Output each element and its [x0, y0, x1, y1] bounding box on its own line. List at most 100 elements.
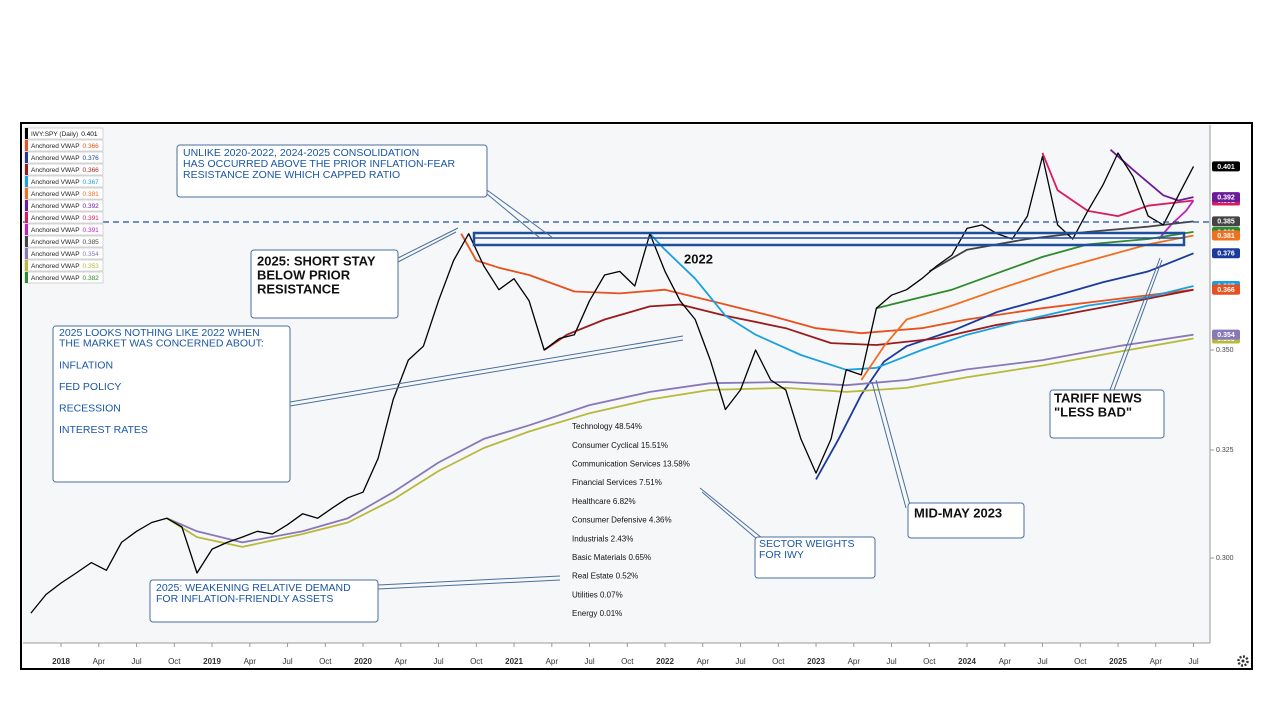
pointer	[397, 227, 459, 259]
vwap-line	[860, 234, 1194, 381]
legend-value: 0.391	[83, 227, 100, 234]
value-badge	[1212, 161, 1240, 172]
x-tick-label: Apr	[999, 657, 1012, 666]
x-tick-label: 2018	[52, 657, 70, 666]
annotation-text: MID-MAY 2023	[914, 505, 1002, 520]
x-tick-label: Oct	[772, 657, 785, 666]
legend-entry: Anchored VWAP 0.366	[31, 167, 99, 174]
value-badge	[1212, 248, 1240, 259]
legend-entry: Anchored VWAP 0.382	[31, 275, 99, 282]
legend-value: 0.354	[83, 251, 100, 258]
settings-icon[interactable]	[1237, 655, 1249, 667]
annotation-box	[754, 536, 876, 579]
legend-name: Anchored VWAP	[31, 239, 80, 246]
x-tick-label: Jul	[584, 657, 594, 666]
value-badge-label: 0.381	[1217, 233, 1235, 240]
vwap-line	[166, 337, 1194, 548]
x-tick-label: Jul	[886, 657, 896, 666]
sector-weight: Consumer Cyclical 15.51%	[572, 441, 668, 450]
x-tick-label: 2019	[203, 657, 221, 666]
y-tick-label: 0.325	[1216, 447, 1234, 454]
legend-name: Anchored VWAP	[31, 215, 80, 222]
sector-weight: Communication Services 13.58%	[572, 460, 690, 469]
legend-value: 0.391	[83, 215, 100, 222]
annotation-box	[907, 502, 1025, 539]
value-badge	[1212, 192, 1240, 203]
vwap-line	[543, 288, 1194, 351]
vwap-line	[649, 233, 1194, 371]
annotation-text: INTEREST RATES	[59, 424, 148, 436]
price-line	[30, 152, 1195, 614]
value-badge	[1212, 284, 1240, 295]
pointer	[1109, 257, 1161, 391]
legend-swatch	[25, 248, 28, 259]
pointer	[289, 339, 684, 407]
annotation-text: FOR INFLATION-FRIENDLY ASSETS	[156, 593, 333, 605]
x-tick-label: Jul	[1037, 657, 1047, 666]
legend-swatch	[25, 152, 28, 163]
x-tick-label: Jul	[131, 657, 141, 666]
legend-value: 0.381	[83, 191, 100, 198]
annotation-box	[52, 325, 291, 483]
x-tick-label: Apr	[697, 657, 710, 666]
legend-name: Anchored VWAP	[31, 179, 80, 186]
vwap-line	[815, 252, 1194, 480]
x-tick-label: Oct	[470, 657, 483, 666]
vwap-line	[1109, 149, 1194, 202]
layers	[30, 149, 1214, 647]
legend-entry: Anchored VWAP 0.376	[31, 155, 99, 162]
legend-swatch	[25, 212, 28, 223]
x-tick-label: Jul	[433, 657, 443, 666]
legend-swatch	[25, 260, 28, 271]
sector-weight: Technology 48.54%	[572, 422, 642, 431]
x-tick-label: Jul	[735, 657, 745, 666]
value-badge-label: 0.401	[1217, 164, 1235, 171]
legend-swatch	[25, 188, 28, 199]
pointer	[289, 335, 684, 403]
x-tick-label: Jul	[1188, 657, 1198, 666]
annotation-text: HAS OCCURRED ABOVE THE PRIOR INFLATION-F…	[183, 158, 455, 170]
legend-name: Anchored VWAP	[31, 167, 80, 174]
legend-entry: Anchored VWAP 0.354	[31, 251, 99, 258]
value-badge-label: 0.366	[1217, 287, 1235, 294]
annotation-text: INFLATION	[59, 359, 113, 371]
sector-weight: Utilities 0.07%	[572, 590, 623, 599]
x-tick-label: 2022	[656, 657, 674, 666]
annotation-box	[1049, 389, 1165, 439]
x-tick-label: 2020	[354, 657, 372, 666]
legend-entry: Anchored VWAP 0.381	[31, 191, 99, 198]
legend-name: Anchored VWAP	[31, 263, 80, 270]
legend-swatch	[25, 200, 28, 211]
legend-swatch	[25, 164, 28, 175]
legend-entry: Anchored VWAP 0.391	[31, 227, 99, 234]
x-tick-label: Jul	[282, 657, 292, 666]
x-tick-label: Apr	[395, 657, 408, 666]
sector-weight: Consumer Defensive 4.36%	[572, 516, 672, 525]
pointer	[486, 193, 541, 239]
annotation-text: RESISTANCE ZONE WHICH CAPPED RATIO	[183, 169, 400, 181]
legend-entry: Anchored VWAP 0.367	[31, 179, 99, 186]
pointer	[699, 487, 763, 539]
legend-value: 0.385	[83, 239, 100, 246]
annotation-text: 2022	[684, 251, 713, 266]
legend-entry: IWY:SPY (Daily) 0.401	[31, 131, 98, 138]
legend-value: 0.366	[83, 143, 100, 150]
pointer	[377, 579, 561, 590]
value-badge-label: 0.376	[1217, 251, 1235, 258]
legend-entry: Anchored VWAP 0.385	[31, 239, 99, 246]
legend-swatch	[25, 236, 28, 247]
vwap-line	[1041, 152, 1194, 217]
x-tick-label: Oct	[1074, 657, 1087, 666]
x-tick-label: Oct	[923, 657, 936, 666]
value-badge	[1212, 230, 1240, 241]
x-tick-label: Apr	[244, 657, 257, 666]
value-badge	[1212, 329, 1240, 340]
legend-value: 0.401	[81, 131, 98, 138]
y-tick-label: 0.350	[1216, 347, 1234, 354]
legend-swatch	[25, 176, 28, 187]
legend-name: Anchored VWAP	[31, 191, 80, 198]
sector-weight: Industrials 2.43%	[572, 534, 633, 543]
annotation-text: FED POLICY	[59, 381, 121, 393]
